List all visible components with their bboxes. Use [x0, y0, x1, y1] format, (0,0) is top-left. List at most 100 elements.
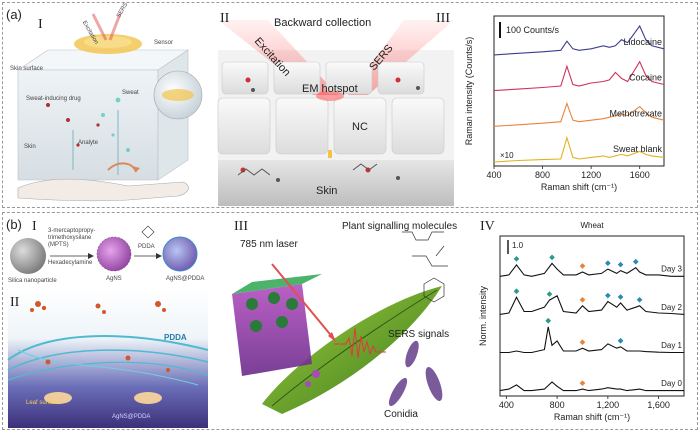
nc-array-art	[217, 20, 454, 206]
peak-marker	[546, 291, 553, 297]
label-plant-signalling: Plant signalling molecules	[342, 221, 458, 232]
plot-frame	[499, 235, 685, 397]
series-label: Lidocaine	[623, 37, 662, 47]
peak-marker	[617, 261, 624, 268]
panel-a-sub-III: III	[436, 11, 450, 26]
x-tick-label: 400	[486, 170, 501, 180]
label-laser: 785 nm laser	[240, 239, 298, 250]
series-line-lidocaine	[493, 24, 665, 56]
peak-marker	[605, 292, 611, 299]
chart-b-svg: 400 800 1,200 1,600 Raman shift (cm⁻¹) Norm. …	[478, 221, 685, 422]
panel-a-label: (a)	[6, 7, 22, 22]
series-line-sweat-blank	[493, 135, 665, 163]
scale-bar-label: 1.0	[512, 241, 524, 250]
series-line-methotrexate	[493, 101, 665, 127]
reagent-hexadecylamine: Hexadecylamine	[48, 260, 93, 266]
peak-marker	[579, 296, 586, 303]
label-skin: Skin	[24, 144, 36, 150]
series-label: Sweat blank	[613, 144, 663, 154]
scale-bar-label: 100 Counts/s	[506, 25, 560, 35]
reagent-mpts-line1: 3-mercaptopropy-	[48, 228, 96, 234]
peak-marker	[636, 296, 643, 303]
label-skin-base: Skin	[316, 185, 338, 197]
series-label: Cocaine	[629, 73, 662, 83]
leaf-laser-art	[232, 231, 448, 414]
reagent-pdda: PDDA	[138, 244, 155, 250]
label-silica-nanoparticle: Silica nanoparticle	[8, 278, 57, 284]
label-sensor: Sensor	[154, 40, 174, 46]
label-leaf-surface: Leaf surface	[26, 400, 60, 406]
label-sweat-inducing-drug: Sweat-inducing drug	[26, 96, 81, 102]
peak-marker	[579, 380, 586, 386]
x-tick-label: 1,200	[597, 400, 620, 410]
synthesis-scheme: I 3-mercaptopropy- trimethoxysilane (MPT…	[8, 214, 208, 288]
x-tick-label: 1600	[630, 170, 650, 180]
sweat-sensor-illustration: I Excitation SERS Sensor Skin surface Sw…	[8, 2, 208, 206]
label-nc: NC	[352, 121, 368, 133]
panel-a-sub-II: II	[220, 11, 230, 26]
peak-marker	[513, 256, 520, 262]
label-pdda-leaf: PDDA	[164, 333, 187, 342]
label-agns-pdda: AgNS@PDDA	[166, 276, 205, 282]
panel-b-sub-I: I	[32, 219, 37, 234]
chart-title: Wheat	[580, 221, 604, 230]
x-axis-label: Raman shift (cm⁻¹)	[541, 182, 617, 192]
peak-marker	[579, 263, 586, 269]
plot-frame	[493, 15, 665, 167]
panel-b-sub-II: II	[10, 295, 20, 310]
x-tick-label: 1200	[581, 170, 601, 180]
peak-marker	[545, 317, 552, 324]
y-axis-label: Raman intensity (Counts/s)	[464, 37, 474, 146]
panel-a-sub-I: I	[38, 17, 43, 32]
panel-b-sub-III: III	[234, 219, 248, 234]
chart-a-svg: 400 800 1200 1600 Raman shift (cm⁻¹) Raman in…	[464, 15, 665, 192]
panel-b-label: (b)	[6, 217, 22, 232]
multiplier-label: ×10	[500, 151, 514, 160]
y-axis-label: Norm. intensity	[478, 285, 488, 346]
peak-marker	[549, 254, 555, 261]
peak-marker	[617, 294, 624, 300]
series-label: Methotrexate	[609, 108, 662, 118]
label-skin-surface: Skin surface	[10, 66, 44, 72]
label-conidia: Conidia	[384, 409, 418, 420]
x-tick-label: 400	[499, 400, 514, 410]
panel-b	[2, 212, 698, 430]
panel-b-sub-IV: IV	[480, 219, 495, 234]
x-axis-label: Raman shift (cm⁻¹)	[554, 412, 630, 422]
x-tick-label: 800	[550, 400, 565, 410]
reagent-mpts-line3: (MPTS)	[48, 242, 69, 248]
label-backward-collection: Backward collection	[274, 17, 372, 29]
peak-marker	[579, 339, 586, 346]
series-label: Day 2	[661, 303, 682, 312]
label-sers-signals: SERS signals	[388, 329, 450, 340]
peak-marker	[605, 260, 611, 266]
series-label: Day 3	[661, 265, 682, 274]
series-line-day-1	[500, 326, 684, 354]
sensor-illustration-art	[17, 13, 203, 202]
reagent-mpts-line2: trimethoxysilane	[48, 235, 92, 241]
label-agns: AgNS	[106, 276, 122, 282]
chart-b-wheat-spectra: 400 800 1,200 1,600 Raman shift (cm⁻¹) Norm. …	[478, 214, 696, 428]
nc-array-schematic: II III Backward collection Excitation SE…	[217, 10, 454, 206]
chart-a-raman-spectra: 400 800 1200 1600 Raman shift (cm⁻¹) Raman in…	[460, 10, 696, 206]
label-agns-pdda-leaf: AgNS@PDDA	[112, 414, 151, 420]
leaf-laser-illustration: III 785 nm laser Plant signalling molecu…	[212, 214, 476, 428]
label-sweat: Sweat	[122, 90, 139, 96]
peak-marker	[617, 337, 624, 344]
x-tick-label: 800	[535, 170, 550, 180]
series-label: Day 0	[661, 379, 682, 388]
series-line-cocaine	[493, 60, 665, 92]
leaf-surface-render: II PDDA Leaf surface AgNS@PDDA	[7, 290, 209, 428]
label-analyte: Analyte	[78, 140, 99, 146]
label-em-hotspot: EM hotspot	[302, 83, 358, 95]
leaf-surface-art	[7, 290, 209, 428]
panel-a	[2, 2, 698, 208]
peak-marker	[632, 258, 639, 265]
series-line-day-2	[499, 295, 685, 315]
series-label: Day 1	[661, 341, 682, 350]
peak-marker	[513, 288, 520, 295]
synthesis-art	[10, 225, 198, 274]
x-tick-label: 1,600	[647, 400, 670, 410]
series-line-day-0	[499, 381, 684, 392]
series-line-day-3	[499, 262, 684, 277]
